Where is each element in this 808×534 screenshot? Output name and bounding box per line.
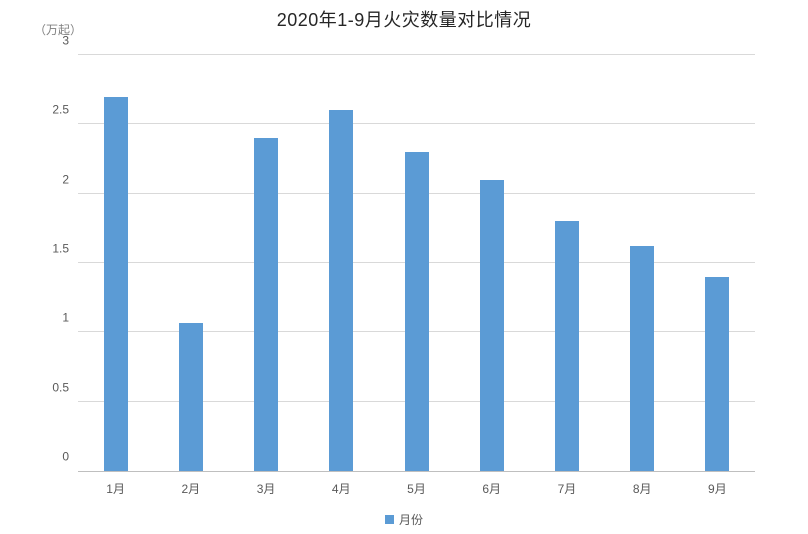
chart-title: 2020年1-9月火灾数量对比情况 [276,10,532,30]
y-tick-label: 2 [62,171,69,186]
legend-swatch-icon [384,515,394,524]
legend: 月份 [0,511,808,528]
bar-7月 [554,221,579,471]
x-tick-label: 3月 [256,482,276,496]
x-tick-label: 1月 [106,482,125,496]
x-tick-label: 7月 [557,482,577,496]
x-tick-label: 9月 [708,482,727,496]
y-tick-label: 0.5 [52,379,69,394]
bar-6月 [479,179,504,471]
bar-4月 [329,110,354,471]
y-tick-label: 3 [62,33,69,48]
y-tick-label: 1.5 [52,241,69,256]
y-tick-label: 0 [62,449,69,464]
x-tick-label: 2月 [181,482,201,496]
x-tick-label: 4月 [331,482,351,496]
bar-5月 [404,152,429,471]
x-tick-label: 5月 [407,482,426,496]
x-tick-label: 6月 [482,482,502,496]
bar-8月 [630,246,655,471]
bar-1月 [103,96,128,471]
y-tick-label: 1 [62,310,69,325]
bar-3月 [254,138,279,471]
gridline [78,123,755,125]
legend-label: 月份 [398,513,423,527]
plot-area: 0 0.5 1 1.5 2 2.5 3 1月 2月 3月 4月 5月 6月 7月 8月 9月 [52,33,755,496]
bar-9月 [705,276,730,471]
y-axis-unit-label: （万起） [34,23,83,37]
x-tick-label: 8月 [632,482,652,496]
y-tick-label: 2.5 [52,102,69,117]
gridline [78,54,755,55]
bar-2月 [178,322,203,471]
